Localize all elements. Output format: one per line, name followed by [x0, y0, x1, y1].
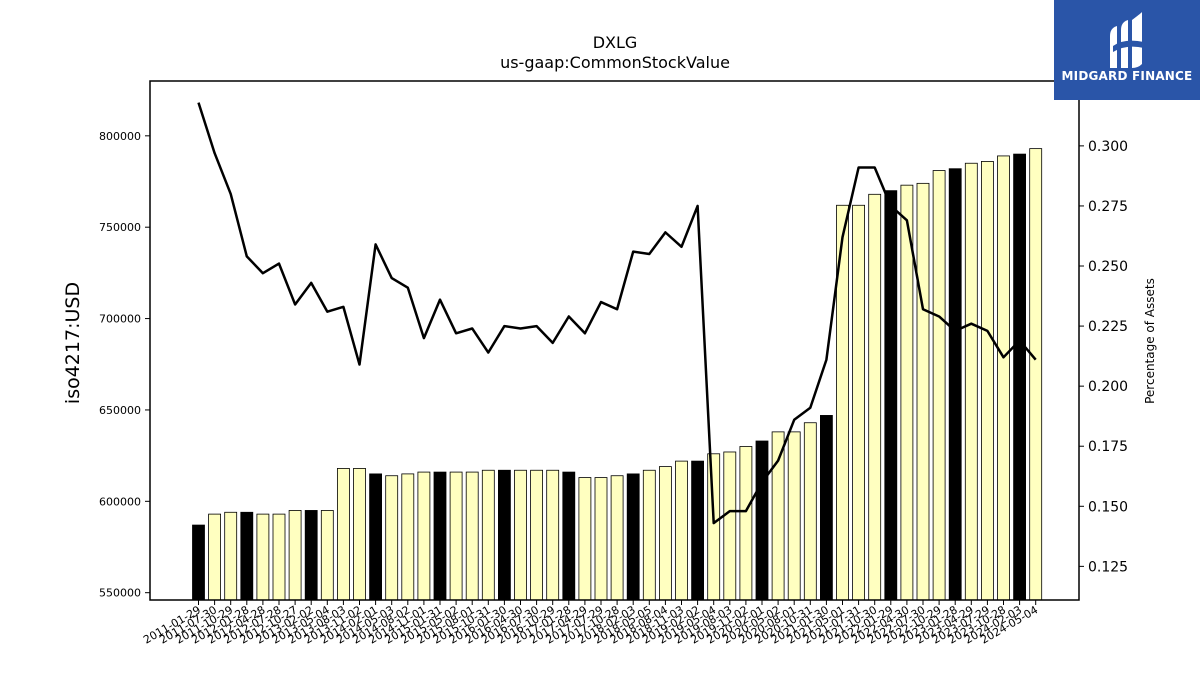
bar: [481, 469, 495, 601]
bar: [755, 440, 769, 601]
y2-tick-label: 0.250: [1088, 259, 1128, 275]
bar: [981, 161, 994, 601]
bar: [852, 204, 865, 601]
y-tick-label: 800000: [99, 130, 141, 143]
bar: [1029, 148, 1043, 601]
bar: [803, 422, 817, 601]
y2-tick-label: 0.125: [1088, 559, 1128, 575]
y-axis-right: 0.125 0.150 0.175 0.200 0.225 0.250 0.275 0.300: [1079, 139, 1128, 575]
bar: [465, 471, 479, 601]
y-tick-label: 700000: [99, 313, 141, 326]
y-tick-label: 550000: [99, 587, 141, 600]
bar: [530, 469, 543, 601]
x-axis: 2011-01-292011-07-302011-10-292012-01-28…: [141, 600, 1040, 647]
bar: [272, 513, 286, 601]
y2-tick-label: 0.175: [1088, 439, 1128, 455]
bar: [369, 473, 383, 601]
bar: [916, 182, 930, 601]
y2-tick-label: 0.275: [1088, 199, 1128, 215]
y2-tick-label: 0.300: [1088, 139, 1128, 155]
bar: [642, 469, 656, 601]
bar: [932, 170, 946, 601]
chart-subtitle: us-gaap:CommonStockValue: [500, 53, 730, 72]
bar: [610, 475, 624, 601]
bar: [208, 513, 222, 601]
bar: [997, 155, 1010, 601]
midgard-m-logo-icon: [1110, 12, 1144, 68]
bar: [594, 477, 608, 601]
bar: [820, 415, 833, 601]
bar: [691, 460, 704, 601]
bar: [578, 477, 592, 601]
bar: [787, 431, 801, 601]
y2-tick-label: 0.150: [1088, 499, 1128, 515]
bar: [449, 471, 463, 601]
bar: [353, 468, 366, 601]
bar: [964, 162, 978, 601]
brand-name: MIDGARD FINANCE: [1061, 69, 1193, 83]
y-tick-label: 600000: [99, 495, 141, 508]
bar: [626, 473, 640, 601]
y-axis-left: 550000 600000 650000 700000 750000 800000: [99, 130, 150, 600]
chart-title: DXLG: [593, 33, 638, 52]
y2-tick-label: 0.200: [1088, 379, 1128, 395]
y-tick-label: 650000: [99, 404, 141, 417]
bar: [385, 475, 399, 601]
percentage-line: [197, 102, 1037, 525]
bar: [723, 451, 737, 601]
bar-series: [192, 148, 1043, 601]
bar: [948, 168, 962, 601]
y2-axis-label: Percentage of Assets: [1143, 278, 1157, 404]
bar: [417, 471, 431, 601]
bar: [401, 473, 415, 601]
bar: [256, 513, 270, 601]
bar: [433, 471, 447, 601]
bar: [320, 510, 334, 601]
bar: [659, 466, 672, 601]
bar: [707, 453, 721, 601]
bar: [739, 446, 753, 601]
bar: [224, 511, 238, 601]
bar: [288, 510, 302, 601]
plot-frame: [149, 80, 1080, 601]
brand-logo: MIDGARD FINANCE: [1054, 0, 1200, 100]
bar: [514, 469, 527, 601]
y-axis-label: iso4217:USD: [62, 282, 84, 404]
bar: [336, 468, 350, 601]
bar: [497, 469, 511, 601]
y2-tick-label: 0.225: [1088, 319, 1128, 335]
bar: [771, 431, 785, 601]
bar: [562, 471, 576, 601]
bar: [884, 190, 898, 601]
bar: [546, 469, 560, 601]
bar: [1013, 153, 1026, 601]
bar: [240, 511, 254, 601]
bar: [868, 193, 882, 601]
line-series: [197, 102, 1037, 525]
bar: [192, 524, 205, 601]
y-tick-label: 750000: [99, 221, 141, 234]
bar: [675, 460, 688, 601]
bar: [304, 510, 318, 601]
